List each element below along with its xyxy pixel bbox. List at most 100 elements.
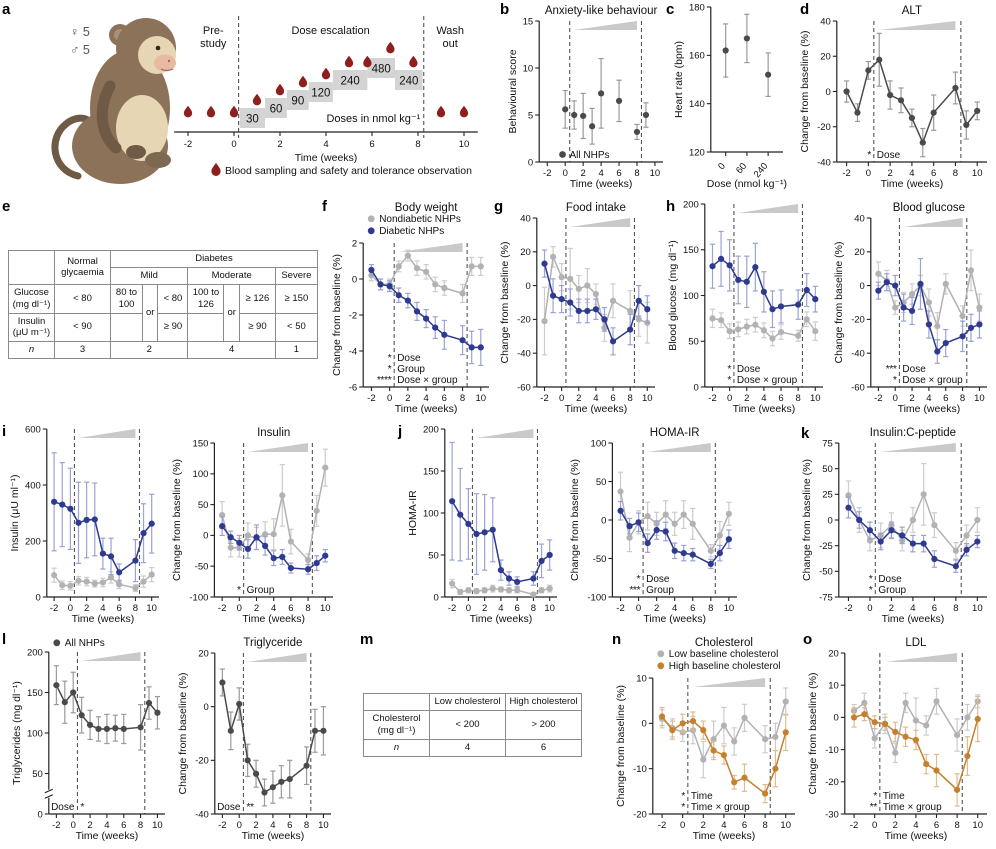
svg-text:Doses in nmol kg⁻¹: Doses in nmol kg⁻¹ xyxy=(326,113,420,125)
high-cholesterol-header: High cholesterol xyxy=(505,693,582,711)
svg-text:10: 10 xyxy=(828,681,839,692)
panel-d-label: d xyxy=(800,1,810,18)
data-point xyxy=(270,555,277,562)
svg-text:-2: -2 xyxy=(448,603,456,614)
svg-text:0: 0 xyxy=(860,281,865,292)
data-point xyxy=(584,282,591,289)
data-point xyxy=(680,550,687,557)
data-point xyxy=(633,128,641,136)
data-point xyxy=(449,498,456,505)
blood-drop-icon xyxy=(459,105,469,118)
svg-text:0: 0 xyxy=(38,809,43,820)
svg-text:2: 2 xyxy=(889,603,894,614)
data-point xyxy=(875,270,882,277)
data-point xyxy=(497,586,504,593)
chart-title: Insulin xyxy=(257,427,290,439)
svg-text:10: 10 xyxy=(972,168,983,179)
svg-text:8: 8 xyxy=(460,393,465,404)
data-point xyxy=(854,109,861,116)
svg-text:Time (weeks): Time (weeks) xyxy=(72,613,135,625)
data-point xyxy=(377,281,384,288)
svg-text:4: 4 xyxy=(270,820,275,831)
data-point xyxy=(481,587,488,594)
svg-text:10: 10 xyxy=(810,393,821,404)
svg-text:Time (weeks): Time (weeks) xyxy=(733,403,796,415)
data-point xyxy=(933,698,940,705)
data-point xyxy=(626,534,633,541)
data-point xyxy=(244,757,251,764)
data-point xyxy=(67,505,74,512)
svg-text:-25: -25 xyxy=(819,541,833,552)
blood-drop-icon xyxy=(183,105,193,118)
data-point xyxy=(83,516,90,524)
data-point xyxy=(709,315,716,322)
data-point xyxy=(514,587,521,594)
dose-step-box xyxy=(265,98,287,118)
data-point xyxy=(845,504,852,511)
data-point xyxy=(473,588,480,595)
data-point xyxy=(669,727,676,734)
data-point xyxy=(662,511,669,518)
data-point xyxy=(662,528,669,535)
svg-text:-2: -2 xyxy=(50,603,58,614)
data-point xyxy=(530,591,537,598)
panel-f-label: f xyxy=(322,198,327,215)
data-point xyxy=(103,725,110,733)
legend-dot-icon xyxy=(559,151,566,158)
data-point xyxy=(933,767,940,774)
svg-text:6: 6 xyxy=(288,603,293,614)
data-point xyxy=(404,252,411,259)
svg-text:Time (weeks): Time (weeks) xyxy=(885,830,948,842)
cholesterol-row-label: Cholesterol (mg dl⁻¹) xyxy=(363,709,430,740)
data-point xyxy=(311,727,319,734)
data-point xyxy=(107,553,115,560)
svg-text:*: * xyxy=(869,573,873,585)
data-point xyxy=(322,464,329,471)
svg-text:10: 10 xyxy=(974,393,985,404)
svg-text:2: 2 xyxy=(405,393,410,404)
data-point xyxy=(803,316,810,323)
data-point xyxy=(489,526,496,533)
svg-text:*: * xyxy=(727,363,731,375)
svg-text:480: 480 xyxy=(372,64,391,76)
data-point xyxy=(876,56,883,63)
svg-text:Insulin (μU ml⁻¹): Insulin (μU ml⁻¹) xyxy=(9,475,21,552)
female-count-label: ♀ 5 xyxy=(70,25,90,39)
data-point xyxy=(313,560,320,567)
panel-c-label: c xyxy=(666,1,675,18)
svg-text:0: 0 xyxy=(680,820,685,831)
svg-text:Dose × group: Dose × group xyxy=(397,375,458,386)
data-point xyxy=(782,729,789,736)
data-point xyxy=(917,280,924,288)
svg-text:Dose: Dose xyxy=(737,364,761,375)
data-point xyxy=(432,324,439,331)
svg-text:6: 6 xyxy=(778,393,783,404)
svg-text:Change from baseline (%): Change from baseline (%) xyxy=(799,31,811,153)
data-point xyxy=(584,307,591,315)
data-point xyxy=(589,123,596,130)
chart-insulin-pct: -100 -50 0 50 100 150 -2 0 2 4 6 8 10 Change from bas… xyxy=(170,424,340,632)
svg-text:0: 0 xyxy=(526,281,531,292)
svg-text:0: 0 xyxy=(642,719,647,730)
data-point xyxy=(812,328,819,335)
svg-text:*: * xyxy=(80,801,84,813)
data-point xyxy=(644,513,651,520)
data-point xyxy=(477,263,484,270)
svg-text:60: 60 xyxy=(734,161,749,176)
data-point xyxy=(720,722,727,729)
svg-text:Blood sampling and safety and: Blood sampling and safety and tolerance … xyxy=(225,165,472,177)
svg-text:2: 2 xyxy=(887,168,892,179)
svg-text:0: 0 xyxy=(867,603,872,614)
data-point xyxy=(262,531,269,538)
svg-text:-2: -2 xyxy=(52,820,60,831)
svg-text:All NHPs: All NHPs xyxy=(570,150,610,161)
svg-text:Time (weeks): Time (weeks) xyxy=(881,178,944,190)
legend-dot-icon xyxy=(657,650,665,658)
svg-text:100: 100 xyxy=(683,291,699,302)
data-point xyxy=(145,699,153,707)
data-point xyxy=(132,584,139,592)
svg-text:Group: Group xyxy=(247,585,275,596)
data-point xyxy=(725,536,732,543)
mild-header: Mild xyxy=(109,266,189,285)
